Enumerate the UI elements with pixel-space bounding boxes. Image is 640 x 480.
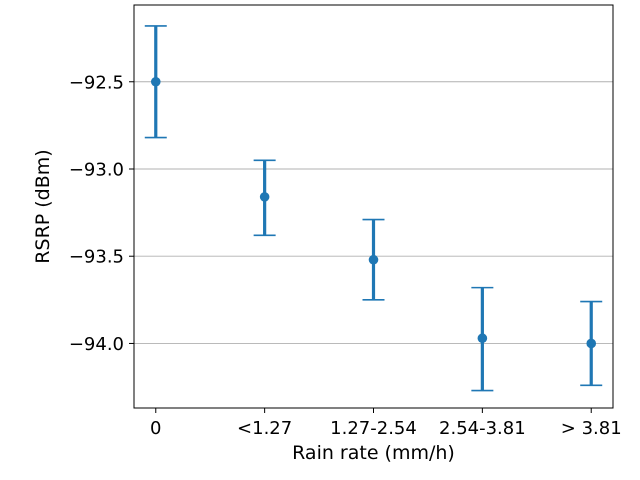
data-point bbox=[586, 338, 597, 349]
data-point bbox=[259, 192, 270, 202]
y-tick-label: −93.0 bbox=[69, 159, 124, 180]
y-tick-label: −92.5 bbox=[69, 72, 124, 93]
data-point bbox=[150, 76, 161, 87]
x-tick-label: 2.54-3.81 bbox=[439, 418, 526, 439]
x-axis: 0 <1.27 1.27-2.54 2.54-3.81 > 3.81 bbox=[150, 408, 622, 439]
data-point bbox=[368, 254, 379, 265]
x-axis-title: Rain rate (mm/h) bbox=[292, 442, 455, 464]
y-axis-title: RSRP (dBm) bbox=[32, 149, 54, 263]
data-series bbox=[144, 25, 603, 392]
y-tick-label: −94.0 bbox=[69, 334, 124, 355]
data-point bbox=[477, 333, 488, 344]
plot-frame bbox=[133, 4, 614, 409]
y-axis: −92.5 −93.0 −93.5 −94.0 bbox=[69, 72, 134, 355]
grid-lines bbox=[134, 81, 613, 344]
y-tick-label: −93.5 bbox=[69, 247, 124, 268]
x-tick-label: <1.27 bbox=[237, 418, 292, 439]
x-tick-label: 0 bbox=[150, 418, 161, 439]
x-tick-label: 1.27-2.54 bbox=[330, 418, 417, 439]
x-tick-label: > 3.81 bbox=[561, 418, 622, 439]
